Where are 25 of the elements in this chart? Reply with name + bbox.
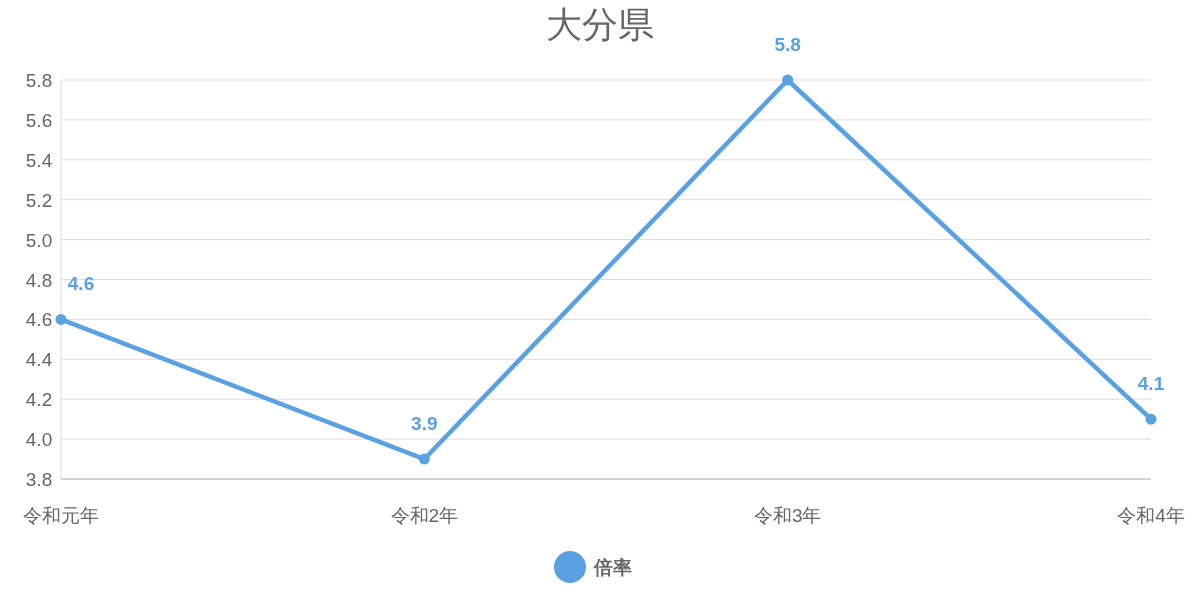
- y-tick-label: 4.2: [25, 389, 53, 411]
- point: [782, 74, 794, 86]
- legend-label: 倍率: [593, 557, 632, 578]
- y-tick-label: 4.8: [25, 269, 53, 291]
- y-tick-label: 5.8: [25, 70, 53, 91]
- data-label: 3.9: [411, 413, 438, 435]
- point: [1145, 413, 1157, 425]
- data-label: 4.6: [67, 273, 95, 295]
- y-tick-label: 5.2: [25, 189, 53, 211]
- y-tick-label: 5.6: [25, 109, 53, 131]
- x-tick-label: 令和元年: [23, 505, 99, 526]
- x-tick-label: 令和3年: [753, 505, 822, 526]
- y-tick-label: 5.0: [25, 229, 53, 251]
- y-tick-label: 3.8: [25, 469, 53, 490]
- point: [55, 313, 67, 325]
- data-label: 5.8: [774, 34, 801, 55]
- x-tick-label: 令和4年: [1117, 505, 1185, 526]
- point: [418, 453, 430, 465]
- chart-title: 大分県: [546, 4, 654, 45]
- x-tick-label: 令和2年: [390, 505, 459, 526]
- y-tick-label: 4.0: [25, 429, 53, 451]
- y-tick-label: 4.4: [25, 349, 53, 371]
- y-tick-label: 5.4: [25, 149, 53, 171]
- y-tick-label: 4.6: [25, 309, 53, 331]
- data-label: 4.1: [1137, 373, 1165, 395]
